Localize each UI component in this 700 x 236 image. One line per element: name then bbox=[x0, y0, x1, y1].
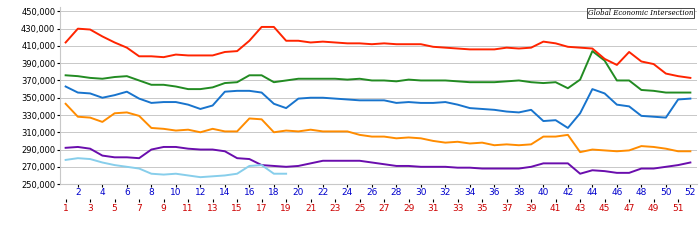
Text: Global Economic Intersection: Global Economic Intersection bbox=[588, 9, 693, 17]
